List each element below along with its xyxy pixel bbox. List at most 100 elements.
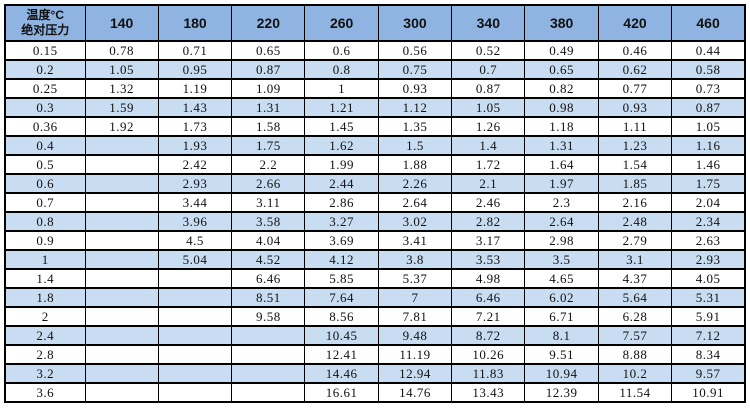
table-row: 3.2 14.46 12.94 11.83 10.94 10.2 9.57 [4,363,746,384]
value-cell: 7.12 [671,325,746,346]
value-cell: 16.61 [304,382,379,403]
pressure-cell: 0.2 [4,59,86,80]
value-cell: 1.05 [671,116,746,137]
corner-header-cell: 温度°C 绝对压力 [4,4,86,42]
value-cell: 5.85 [304,268,379,289]
value-cell: 14.76 [377,382,453,403]
table-row: 1.8 8.51 7.64 7 6.46 6.02 5.64 5.31 [4,287,746,308]
value-cell: 1.16 [671,135,746,156]
table-row: 0.6 2.93 2.66 2.44 2.26 2.1 1.97 1.85 1.75 [4,173,746,194]
value-cell: 1.62 [304,135,379,156]
value-cell: 2.98 [524,230,599,251]
value-cell: 1.18 [524,116,599,137]
value-cell: 1.64 [524,154,599,175]
pressure-cell: 0.4 [4,135,86,156]
value-cell: 0.77 [597,78,673,99]
table-row: 1 5.04 4.52 4.12 3.8 3.53 3.5 3.1 2.93 [4,249,746,270]
value-cell [84,135,159,156]
value-cell: 1.12 [377,97,453,118]
value-cell: 1.58 [231,116,306,137]
value-cell: 0.46 [597,40,673,61]
value-cell: 9.57 [671,363,746,384]
value-cell: 5.04 [157,249,233,270]
temperature-header-cell: 220 [231,4,306,42]
value-cell: 0.56 [377,40,453,61]
value-cell: 0.73 [671,78,746,99]
value-cell: 12.41 [304,344,379,365]
temperature-header-cell: 340 [451,4,526,42]
pressure-cell: 1 [4,249,86,270]
value-cell: 0.58 [671,59,746,80]
value-cell [84,192,159,213]
pressure-cell: 3.6 [4,382,86,403]
header-row: 温度°C 绝对压力 140 180 220 260 300 340 380 420 460 [4,4,746,42]
pressure-cell: 1.4 [4,268,86,289]
value-cell: 1.23 [597,135,673,156]
value-cell: 8.56 [304,306,379,327]
value-cell: 0.71 [157,40,233,61]
value-cell: 2.63 [671,230,746,251]
table-row: 3.6 16.61 14.76 13.43 12.39 11.54 10.91 [4,382,746,403]
table-row: 0.3 1.59 1.43 1.31 1.21 1.12 1.05 0.98 0.93 0.87 [4,97,746,118]
value-cell: 4.12 [304,249,379,270]
table-row: 0.25 1.32 1.19 1.09 1 0.93 0.87 0.82 0.77 0.73 [4,78,746,99]
value-cell: 1.31 [524,135,599,156]
value-cell: 0.44 [671,40,746,61]
value-cell: 1.43 [157,97,233,118]
value-cell: 1.05 [451,97,526,118]
pressure-cell: 0.15 [4,40,86,61]
table-row: 0.8 3.96 3.58 3.27 3.02 2.82 2.64 2.48 2.34 [4,211,746,232]
value-cell: 11.83 [451,363,526,384]
value-cell: 6.71 [524,306,599,327]
pressure-cell: 0.9 [4,230,86,251]
value-cell: 1.46 [671,154,746,175]
value-cell: 4.05 [671,268,746,289]
corner-header-bottom-label: 绝对压力 [21,23,70,37]
value-cell [84,249,159,270]
value-cell: 2.16 [597,192,673,213]
table-row: 0.5 2.42 2.2 1.99 1.88 1.72 1.64 1.54 1.46 [4,154,746,175]
value-cell: 1.45 [304,116,379,137]
value-cell: 7.64 [304,287,379,308]
value-cell: 8.51 [231,287,306,308]
value-cell [157,268,233,289]
value-cell [84,173,159,194]
value-cell [231,325,306,346]
value-cell [157,325,233,346]
value-cell: 2.04 [671,192,746,213]
value-cell: 8.34 [671,344,746,365]
value-cell: 2.64 [524,211,599,232]
value-cell: 2.26 [377,173,453,194]
pressure-cell: 0.6 [4,173,86,194]
pressure-cell: 0.8 [4,211,86,232]
value-cell: 1.75 [671,173,746,194]
value-cell: 5.64 [597,287,673,308]
value-cell: 11.19 [377,344,453,365]
value-cell: 1.92 [84,116,159,137]
value-cell [157,344,233,365]
temperature-header-cell: 260 [304,4,379,42]
table-row: 0.15 0.78 0.71 0.65 0.6 0.56 0.52 0.49 0.46 0.44 [4,40,746,61]
value-cell [84,306,159,327]
value-cell: 5.31 [671,287,746,308]
value-cell: 3.41 [377,230,453,251]
value-cell [84,363,159,384]
value-cell: 4.98 [451,268,526,289]
value-cell: 2.66 [231,173,306,194]
pressure-cell: 0.36 [4,116,86,137]
value-cell: 3.44 [157,192,233,213]
value-cell: 2.93 [157,173,233,194]
value-cell: 1.73 [157,116,233,137]
value-cell: 2.64 [377,192,453,213]
value-cell: 1.26 [451,116,526,137]
value-cell [84,154,159,175]
value-cell: 1 [304,78,379,99]
value-cell [84,325,159,346]
value-cell: 0.87 [451,78,526,99]
pressure-cell: 0.7 [4,192,86,213]
value-cell: 8.72 [451,325,526,346]
temperature-header-cell: 180 [157,4,233,42]
value-cell: 7.21 [451,306,526,327]
value-cell: 1.93 [157,135,233,156]
value-cell: 0.87 [231,59,306,80]
